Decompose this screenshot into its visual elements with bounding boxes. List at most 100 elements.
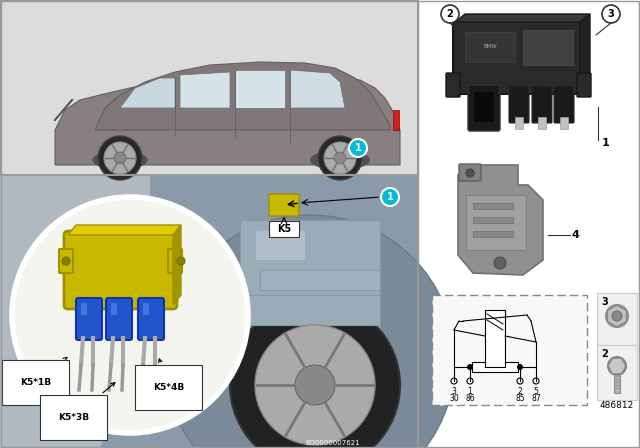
FancyBboxPatch shape	[269, 221, 299, 237]
Bar	[466, 195, 526, 250]
FancyBboxPatch shape	[509, 86, 529, 123]
FancyBboxPatch shape	[76, 298, 102, 340]
FancyBboxPatch shape	[532, 86, 552, 123]
Circle shape	[612, 311, 622, 321]
Text: 2: 2	[518, 387, 522, 396]
Text: EO0000007621: EO0000007621	[305, 440, 360, 446]
Polygon shape	[607, 305, 627, 327]
Circle shape	[324, 142, 356, 174]
Polygon shape	[235, 70, 285, 108]
Bar	[523, 30, 573, 65]
Circle shape	[349, 139, 367, 157]
Circle shape	[467, 364, 473, 370]
Bar	[255, 230, 305, 260]
Text: 3: 3	[601, 297, 608, 307]
FancyBboxPatch shape	[453, 20, 582, 94]
FancyBboxPatch shape	[106, 298, 132, 340]
Circle shape	[451, 378, 457, 384]
Bar	[472, 362, 518, 372]
FancyBboxPatch shape	[168, 249, 182, 273]
Text: 486812: 486812	[600, 401, 634, 410]
Polygon shape	[580, 14, 590, 92]
Text: 5: 5	[534, 387, 538, 396]
FancyBboxPatch shape	[432, 295, 587, 405]
FancyBboxPatch shape	[554, 86, 574, 123]
Polygon shape	[173, 225, 181, 305]
Bar	[560, 117, 568, 129]
Bar	[597, 345, 637, 400]
Text: 1: 1	[468, 387, 472, 396]
Polygon shape	[458, 165, 543, 275]
Polygon shape	[55, 76, 400, 165]
Text: 1: 1	[387, 192, 394, 202]
Circle shape	[533, 378, 539, 384]
Circle shape	[494, 257, 506, 269]
FancyBboxPatch shape	[59, 249, 73, 273]
Text: K5: K5	[277, 224, 291, 234]
Circle shape	[517, 364, 523, 370]
Bar	[473, 217, 513, 223]
Bar	[81, 303, 87, 315]
Bar	[0, 175, 418, 448]
Circle shape	[606, 305, 628, 327]
FancyBboxPatch shape	[459, 164, 481, 181]
Circle shape	[62, 257, 70, 265]
Circle shape	[517, 378, 523, 384]
Circle shape	[441, 5, 459, 23]
Circle shape	[165, 215, 455, 448]
Polygon shape	[455, 14, 590, 22]
Text: 85: 85	[515, 394, 525, 403]
Bar	[143, 303, 149, 315]
Text: K5*3B: K5*3B	[58, 383, 115, 422]
Bar	[614, 375, 620, 393]
Circle shape	[98, 136, 142, 180]
Text: 30: 30	[449, 394, 459, 403]
Circle shape	[255, 325, 375, 445]
Bar	[474, 92, 494, 122]
Circle shape	[295, 365, 335, 405]
Bar	[240, 220, 380, 380]
Circle shape	[104, 142, 136, 174]
Polygon shape	[95, 62, 390, 130]
Polygon shape	[0, 175, 150, 448]
Circle shape	[608, 357, 626, 375]
FancyBboxPatch shape	[577, 73, 591, 97]
Ellipse shape	[310, 150, 370, 170]
Polygon shape	[180, 72, 230, 108]
Polygon shape	[608, 358, 626, 374]
Bar	[393, 110, 399, 130]
FancyBboxPatch shape	[64, 231, 177, 309]
Bar	[515, 117, 523, 129]
Ellipse shape	[93, 150, 147, 170]
Bar	[597, 293, 637, 345]
Circle shape	[381, 188, 399, 206]
Polygon shape	[290, 70, 345, 108]
Bar	[485, 310, 505, 367]
Text: 3: 3	[607, 9, 614, 19]
Circle shape	[467, 378, 473, 384]
Text: 4: 4	[572, 230, 580, 240]
Bar	[538, 117, 546, 129]
FancyBboxPatch shape	[138, 298, 164, 340]
Bar	[473, 203, 513, 209]
Circle shape	[318, 136, 362, 180]
Text: 87: 87	[531, 394, 541, 403]
FancyBboxPatch shape	[446, 73, 460, 97]
FancyBboxPatch shape	[468, 85, 500, 131]
Text: 3: 3	[452, 387, 456, 396]
Polygon shape	[68, 225, 181, 235]
Bar	[111, 303, 117, 315]
Circle shape	[114, 152, 126, 164]
FancyBboxPatch shape	[269, 194, 299, 216]
Text: 1: 1	[355, 143, 362, 153]
Circle shape	[602, 5, 620, 23]
Text: K5*1B: K5*1B	[20, 358, 67, 387]
Text: 86: 86	[465, 394, 475, 403]
Text: BMW: BMW	[483, 44, 497, 49]
Bar	[260, 270, 380, 290]
Text: 2: 2	[601, 349, 608, 359]
Polygon shape	[120, 78, 175, 108]
Circle shape	[12, 197, 248, 433]
Bar	[465, 32, 515, 62]
Text: 2: 2	[447, 9, 453, 19]
